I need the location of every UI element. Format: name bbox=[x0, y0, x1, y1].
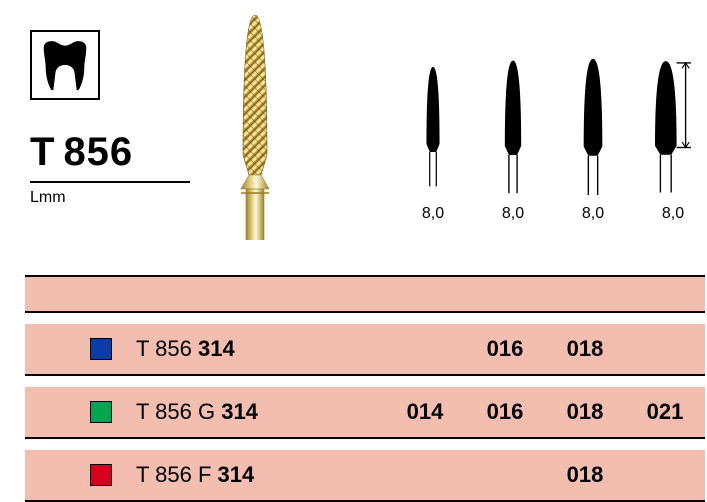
size-value: 018 bbox=[555, 336, 615, 362]
size-value: 016 bbox=[475, 336, 535, 362]
spec-table: T 856 314 016 018 T 856 G 314 014 016 01… bbox=[25, 275, 705, 502]
table-row: T 856 F 314 018 bbox=[25, 450, 705, 502]
silhouette-col-0: 8,0 bbox=[400, 55, 466, 223]
silhouette-icon bbox=[571, 55, 615, 195]
grit-swatch-red bbox=[90, 464, 112, 486]
silhouette-col-1: 8,0 bbox=[480, 55, 546, 223]
silhouette-col-3: 8,0 bbox=[640, 55, 706, 223]
table-gap bbox=[25, 439, 705, 450]
silhouette-icon bbox=[415, 55, 451, 195]
code-bold: 314 bbox=[218, 462, 255, 487]
silhouette-icon bbox=[493, 55, 533, 195]
code-prefix: T 856 bbox=[136, 336, 198, 361]
tooth-icon bbox=[30, 30, 100, 100]
table-gap bbox=[25, 376, 705, 387]
title-rule bbox=[30, 181, 190, 183]
title-number: 856 bbox=[63, 130, 133, 174]
product-code: T 856 F 314 bbox=[136, 462, 254, 488]
code-prefix: T 856 F bbox=[136, 462, 218, 487]
table-row: T 856 G 314 014 016 018 021 bbox=[25, 387, 705, 439]
table-header-band bbox=[25, 275, 705, 313]
tooth-svg bbox=[36, 36, 94, 94]
table-gap bbox=[25, 313, 705, 324]
silhouette-row: 8,0 8,0 8,0 bbox=[400, 55, 707, 240]
silhouette-icon bbox=[646, 55, 700, 195]
size-value: 018 bbox=[555, 399, 615, 425]
silhouette-length: 8,0 bbox=[422, 205, 444, 223]
grit-swatch-blue bbox=[90, 338, 112, 360]
code-prefix: T 856 G bbox=[136, 399, 221, 424]
size-value: 016 bbox=[475, 399, 535, 425]
size-value: 018 bbox=[555, 462, 615, 488]
top-area: T856 Lmm bbox=[0, 0, 707, 260]
product-code: T 856 314 bbox=[136, 336, 235, 362]
silhouette-length: 8,0 bbox=[582, 205, 604, 223]
table-row: T 856 314 016 018 bbox=[25, 324, 705, 376]
size-value: 014 bbox=[395, 399, 455, 425]
silhouette-length: 8,0 bbox=[662, 205, 684, 223]
product-code: T 856 G 314 bbox=[136, 399, 258, 425]
size-value: 021 bbox=[635, 399, 695, 425]
title-prefix: T bbox=[30, 130, 55, 174]
silhouette-col-2: 8,0 bbox=[560, 55, 626, 223]
silhouette-length: 8,0 bbox=[502, 205, 524, 223]
code-bold: 314 bbox=[198, 336, 235, 361]
code-bold: 314 bbox=[221, 399, 258, 424]
grit-swatch-green bbox=[90, 401, 112, 423]
gold-bur-illustration bbox=[225, 15, 285, 240]
